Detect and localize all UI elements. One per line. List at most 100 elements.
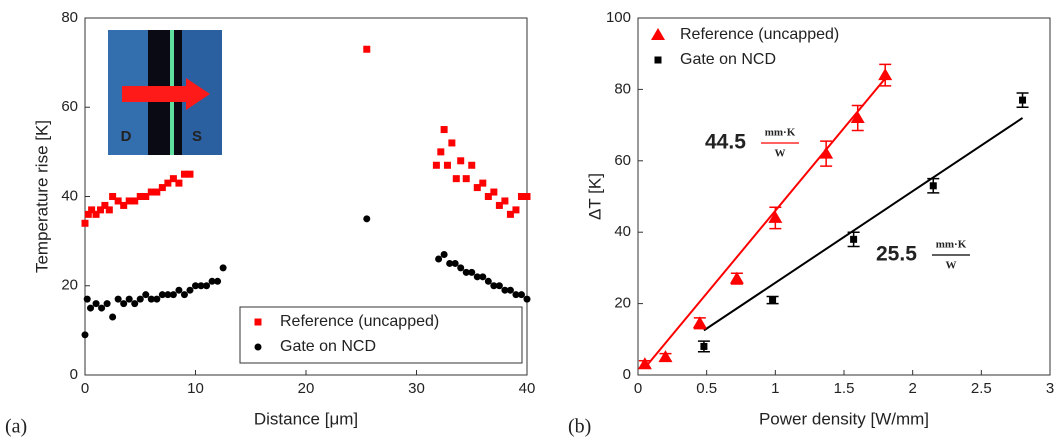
inset-arrow bbox=[122, 86, 188, 102]
y-tick-label: 20 bbox=[61, 277, 78, 294]
point bbox=[169, 291, 177, 299]
point bbox=[729, 271, 744, 284]
point bbox=[120, 201, 128, 209]
legend-box bbox=[640, 20, 840, 76]
point bbox=[473, 273, 481, 281]
point bbox=[457, 157, 465, 165]
point bbox=[169, 175, 177, 183]
point bbox=[92, 300, 100, 308]
x-tick-label: 1 bbox=[771, 380, 779, 397]
point bbox=[214, 277, 222, 285]
panel-label: (a) bbox=[5, 416, 27, 438]
y-tick-label: 100 bbox=[606, 9, 631, 26]
point bbox=[180, 170, 188, 178]
y-tick-label: 20 bbox=[614, 295, 631, 312]
point bbox=[484, 277, 492, 285]
point bbox=[490, 282, 498, 290]
point bbox=[147, 295, 155, 303]
legend-label: Reference (uncapped) bbox=[280, 313, 439, 330]
point bbox=[147, 188, 155, 196]
x-tick-label: 10 bbox=[187, 380, 204, 397]
point bbox=[114, 295, 122, 303]
y-tick-label: 80 bbox=[61, 9, 78, 26]
y-tick-label: 0 bbox=[623, 366, 631, 383]
point bbox=[512, 291, 520, 299]
legend-marker bbox=[254, 318, 262, 326]
inset-label: S bbox=[192, 128, 202, 145]
point bbox=[443, 161, 451, 169]
point bbox=[88, 206, 96, 214]
annotation-numerator: mm·K bbox=[765, 127, 796, 139]
point bbox=[473, 184, 481, 192]
point bbox=[142, 291, 150, 299]
point bbox=[501, 286, 509, 294]
point bbox=[180, 291, 188, 299]
point bbox=[105, 206, 113, 214]
x-tick-label: 1.5 bbox=[834, 380, 855, 397]
point bbox=[506, 210, 514, 218]
point bbox=[363, 215, 371, 223]
legend-label: Gate on NCD bbox=[680, 51, 776, 68]
point bbox=[120, 300, 128, 308]
point bbox=[452, 175, 460, 183]
x-tick-label: 0 bbox=[81, 380, 89, 397]
point bbox=[158, 184, 166, 192]
point bbox=[878, 68, 893, 81]
legend-marker bbox=[254, 343, 262, 351]
point bbox=[448, 139, 456, 147]
point bbox=[142, 193, 150, 200]
x-tick-label: 20 bbox=[298, 380, 315, 397]
inset-arrow bbox=[186, 78, 210, 110]
point bbox=[1019, 96, 1027, 104]
point bbox=[186, 286, 194, 294]
point bbox=[136, 295, 144, 303]
point bbox=[819, 146, 834, 159]
point bbox=[432, 161, 440, 169]
point bbox=[164, 291, 172, 299]
point bbox=[103, 300, 111, 308]
point bbox=[153, 295, 161, 303]
point bbox=[437, 148, 445, 156]
point bbox=[479, 179, 487, 187]
point bbox=[136, 193, 144, 200]
x-tick-label: 0 bbox=[634, 380, 642, 397]
point bbox=[101, 201, 109, 209]
point bbox=[440, 251, 448, 259]
point bbox=[451, 259, 459, 267]
y-tick-label: 60 bbox=[614, 152, 631, 169]
point bbox=[197, 282, 205, 290]
point bbox=[501, 197, 509, 205]
y-tick-label: 60 bbox=[61, 98, 78, 115]
point bbox=[490, 188, 498, 196]
point bbox=[158, 291, 166, 299]
x-tick-label: 2 bbox=[908, 380, 916, 397]
x-axis-label: Distance [μm] bbox=[254, 409, 358, 428]
fit-line bbox=[644, 74, 889, 369]
point bbox=[495, 282, 503, 290]
point bbox=[87, 304, 95, 312]
point bbox=[81, 219, 89, 227]
point bbox=[125, 197, 133, 205]
annotation-denominator: W bbox=[946, 260, 957, 272]
point bbox=[131, 300, 139, 308]
legend-label: Gate on NCD bbox=[280, 338, 376, 355]
point bbox=[192, 282, 199, 290]
x-axis-label: Power density [W/mm] bbox=[759, 409, 929, 428]
y-tick-label: 0 bbox=[70, 366, 78, 383]
x-tick-label: 0.5 bbox=[696, 380, 717, 397]
annotation-value: 25.5 bbox=[876, 243, 917, 266]
y-tick-label: 40 bbox=[61, 187, 78, 204]
y-axis-label: Temperature rise [K] bbox=[32, 120, 51, 273]
point bbox=[517, 291, 525, 299]
y-tick-label: 40 bbox=[614, 223, 631, 240]
point bbox=[929, 182, 937, 190]
point bbox=[692, 316, 707, 329]
point bbox=[506, 286, 514, 294]
point bbox=[363, 45, 371, 53]
point bbox=[462, 175, 470, 183]
point bbox=[208, 277, 216, 285]
y-tick-label: 80 bbox=[614, 80, 631, 97]
point bbox=[495, 201, 503, 209]
point bbox=[96, 206, 104, 214]
point bbox=[700, 342, 708, 350]
